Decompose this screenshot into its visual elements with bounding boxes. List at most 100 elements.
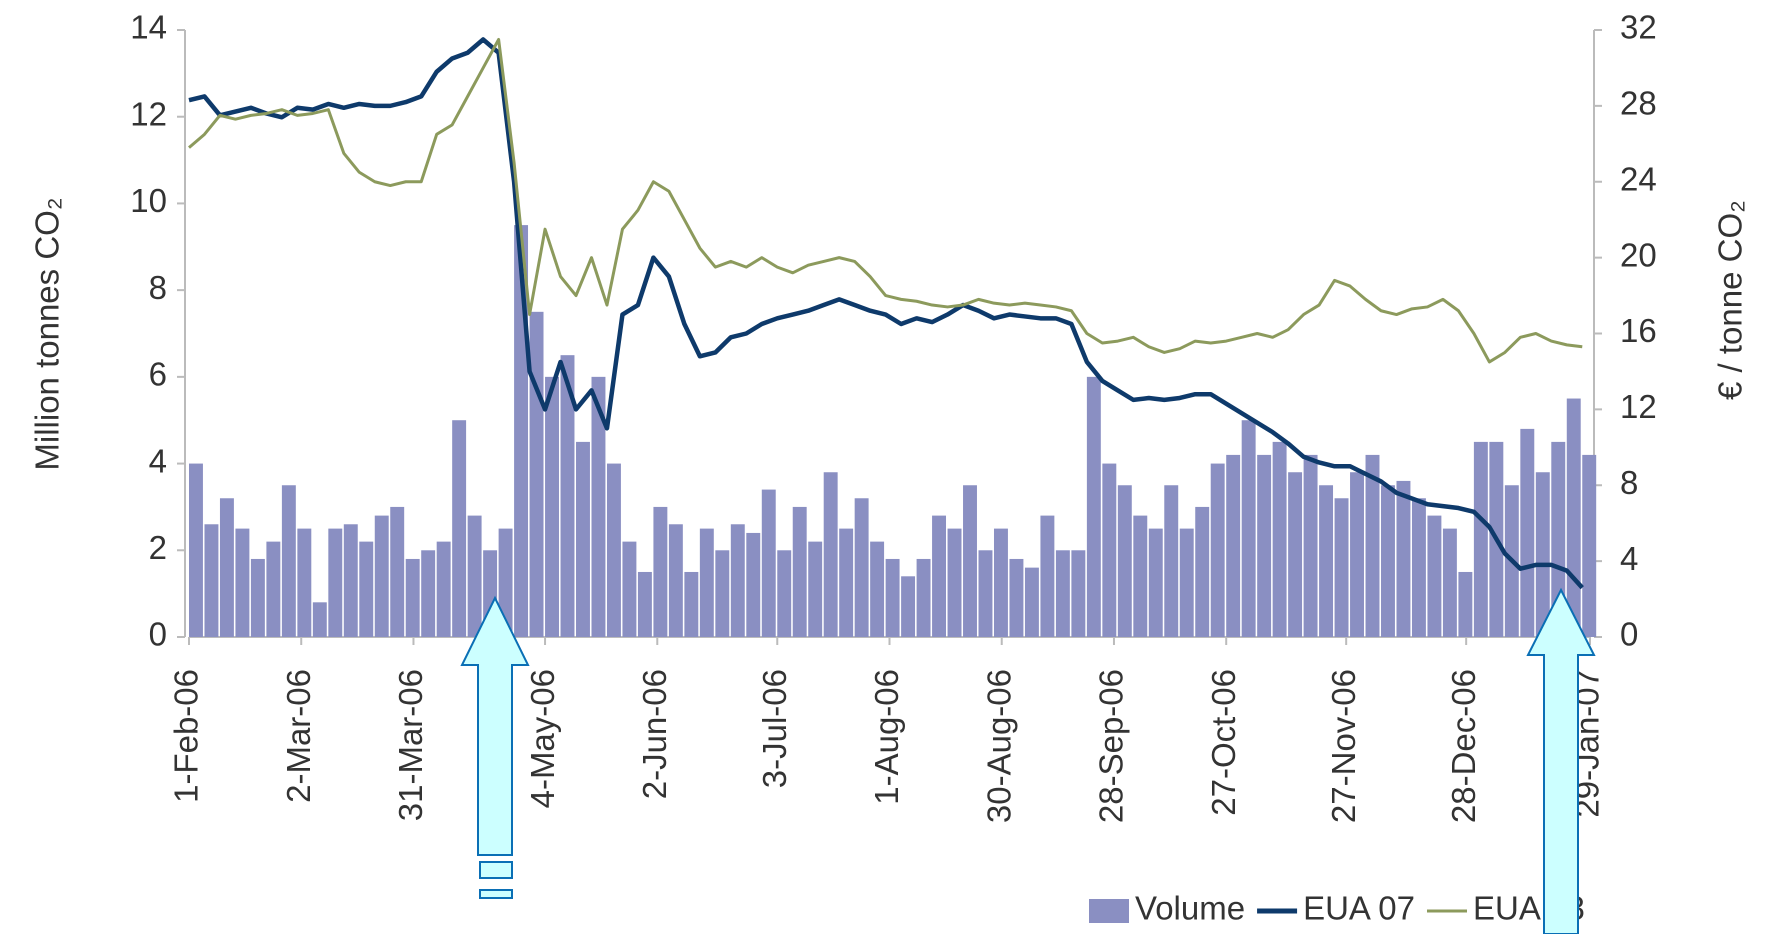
volume-bar bbox=[266, 541, 281, 637]
volume-bar bbox=[235, 528, 250, 637]
y2-tick-label: 12 bbox=[1620, 388, 1657, 425]
arrow bbox=[460, 595, 530, 856]
volume-bar bbox=[823, 472, 838, 637]
volume-bar bbox=[1272, 441, 1287, 637]
volume-bar bbox=[699, 528, 714, 637]
y-tick-label: 10 bbox=[130, 182, 167, 219]
y2-tick-label: 20 bbox=[1620, 236, 1657, 273]
volume-bar bbox=[777, 550, 792, 637]
volume-bar bbox=[993, 528, 1008, 637]
volume-bar bbox=[545, 376, 559, 637]
volume-bar bbox=[312, 602, 327, 637]
volume-bar bbox=[1582, 454, 1597, 637]
volume-bar bbox=[560, 355, 575, 637]
volume-bar bbox=[1334, 498, 1349, 637]
x-tick-label: 27-Oct-06 bbox=[1205, 669, 1242, 816]
legend-label: EUA 07 bbox=[1303, 890, 1415, 927]
volume-bar bbox=[808, 541, 823, 637]
y2-tick-label: 0 bbox=[1620, 616, 1638, 653]
y-tick-label: 6 bbox=[149, 356, 167, 393]
volume-bar bbox=[1133, 515, 1148, 637]
volume-bar bbox=[1179, 528, 1194, 637]
volume-bar bbox=[328, 528, 343, 637]
y2-tick-label: 24 bbox=[1620, 160, 1657, 197]
volume-bar bbox=[576, 441, 590, 637]
arrow bbox=[1526, 587, 1596, 934]
y2-tick-label: 32 bbox=[1620, 9, 1657, 46]
y-tick-label: 2 bbox=[149, 529, 167, 566]
volume-bar bbox=[374, 515, 389, 637]
volume-bar bbox=[1210, 463, 1225, 637]
legend-label: Volume bbox=[1135, 890, 1245, 927]
volume-bar bbox=[1365, 454, 1380, 637]
volume-bar bbox=[792, 506, 807, 637]
x-tick-label: 28-Sep-06 bbox=[1093, 669, 1130, 823]
volume-bar bbox=[963, 485, 977, 637]
y2-tick-label: 28 bbox=[1620, 85, 1657, 122]
volume-bar bbox=[421, 550, 436, 637]
arrow-dash bbox=[479, 889, 513, 899]
volume-bar bbox=[839, 528, 854, 637]
volume-bar bbox=[1071, 550, 1086, 637]
y2-tick-label: 8 bbox=[1620, 464, 1638, 501]
volume-bar bbox=[761, 489, 776, 637]
volume-bar bbox=[297, 528, 312, 637]
volume-bar bbox=[189, 463, 203, 637]
volume-bar bbox=[1288, 472, 1303, 637]
volume-bar bbox=[343, 524, 358, 637]
x-tick-label: 30-Aug-06 bbox=[980, 669, 1017, 823]
volume-bar bbox=[1303, 454, 1318, 637]
volume-bar bbox=[1164, 485, 1179, 637]
volume-bar bbox=[1148, 528, 1163, 637]
volume-bar bbox=[746, 532, 761, 637]
y2-tick-label: 4 bbox=[1620, 540, 1638, 577]
volume-bar bbox=[405, 558, 420, 637]
volume-bar bbox=[1520, 428, 1535, 637]
volume-bar bbox=[1396, 480, 1411, 637]
volume-bar bbox=[1257, 454, 1272, 637]
y-tick-label: 4 bbox=[149, 442, 167, 479]
price-line bbox=[188, 37, 1584, 590]
x-tick-label: 28-Dec-06 bbox=[1445, 669, 1482, 823]
y2-tick-label: 16 bbox=[1620, 312, 1657, 349]
volume-bar bbox=[668, 524, 683, 637]
volume-bar bbox=[204, 524, 219, 637]
volume-bar bbox=[1055, 550, 1070, 637]
volume-bar bbox=[1040, 515, 1055, 637]
volume-bar bbox=[901, 576, 916, 637]
volume-bar bbox=[978, 550, 993, 637]
x-tick-label: 1-Aug-06 bbox=[868, 669, 905, 805]
volume-bar bbox=[1117, 485, 1132, 637]
volume-bar bbox=[1381, 485, 1395, 637]
volume-bar bbox=[916, 558, 931, 637]
volume-bar bbox=[1319, 485, 1334, 637]
volume-bar bbox=[622, 541, 637, 637]
x-tick-label: 4-May-06 bbox=[524, 669, 561, 808]
volume-bar bbox=[885, 558, 900, 637]
volume-bar bbox=[1226, 454, 1241, 637]
volume-bar bbox=[1442, 528, 1457, 637]
volume-bar bbox=[1566, 398, 1581, 637]
volume-bar bbox=[1009, 558, 1024, 637]
volume-bar bbox=[452, 420, 467, 637]
volume-bar bbox=[1024, 567, 1039, 637]
x-tick-label: 31-Mar-06 bbox=[392, 669, 429, 821]
volume-bar bbox=[1458, 571, 1473, 637]
volume-bar bbox=[359, 541, 374, 637]
volume-bar bbox=[1086, 376, 1101, 637]
volume-bar bbox=[870, 541, 885, 637]
volume-bar bbox=[1195, 506, 1210, 637]
volume-bar bbox=[606, 463, 621, 637]
volume-bar bbox=[281, 485, 296, 637]
x-tick-label: 27-Nov-06 bbox=[1325, 669, 1362, 823]
volume-bar bbox=[730, 524, 745, 637]
volume-bar bbox=[529, 311, 544, 637]
volume-bar bbox=[1473, 441, 1488, 637]
volume-bar bbox=[1241, 420, 1256, 637]
price-line bbox=[188, 37, 1583, 364]
volume-bar bbox=[436, 541, 451, 637]
y2-axis-label: € / tonne CO₂ bbox=[1712, 200, 1749, 400]
volume-bar bbox=[1551, 441, 1566, 637]
